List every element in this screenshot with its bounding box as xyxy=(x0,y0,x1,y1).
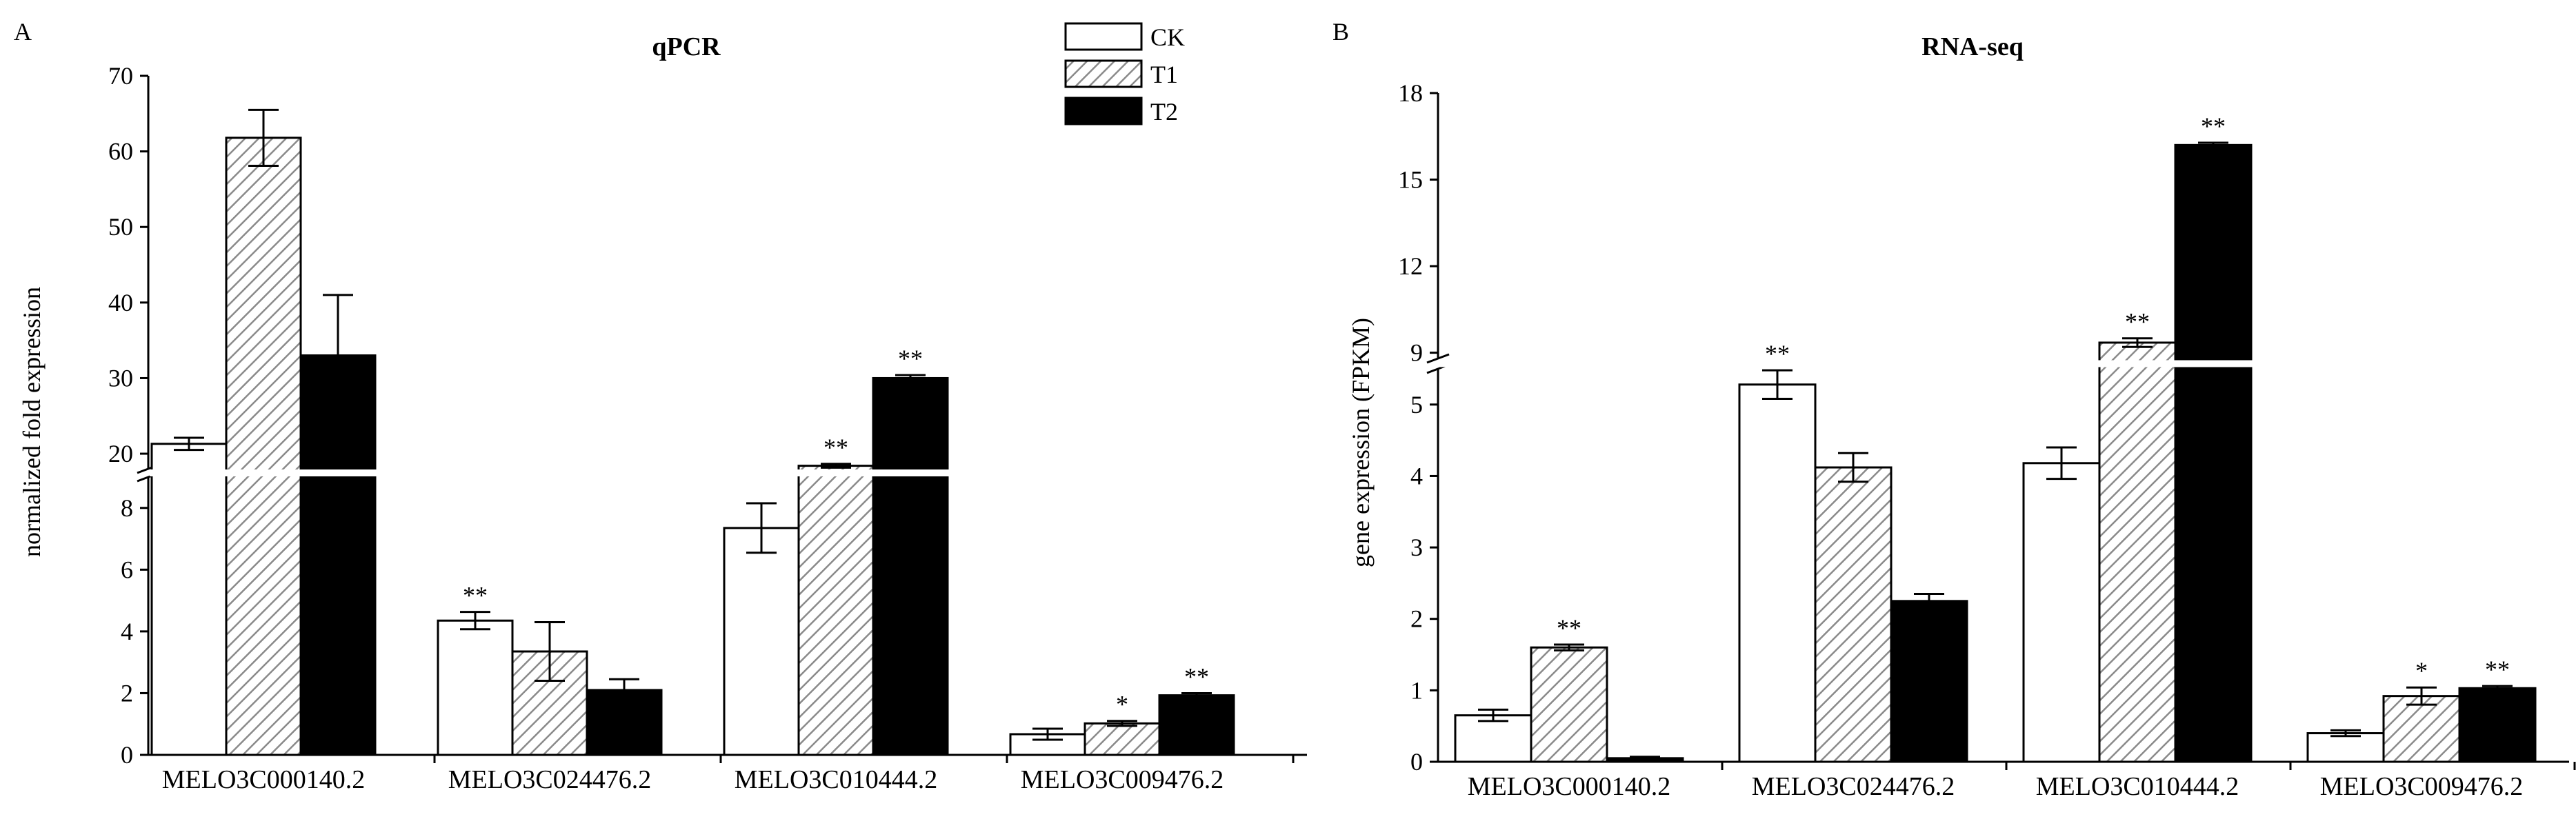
bar-t1 xyxy=(797,465,875,756)
significance-label: ** xyxy=(898,345,923,372)
bar-ck xyxy=(2022,462,2101,763)
bar-ck xyxy=(2306,732,2385,763)
significance-label: ** xyxy=(2201,112,2226,140)
panel-b-label: B xyxy=(1332,18,1349,46)
y-tick-label: 0 xyxy=(121,741,133,769)
panel-b-plot: 0123459121518MELO3C000140.2**MELO3C02447… xyxy=(1398,79,2576,801)
y-tick-label: 50 xyxy=(108,213,133,241)
bar-t1 xyxy=(225,136,302,756)
bar-ck xyxy=(1738,383,1817,763)
y-tick-label: 5 xyxy=(1410,391,1423,418)
y-tick-label: 60 xyxy=(108,138,133,165)
significance-label: ** xyxy=(823,434,848,461)
significance-label: * xyxy=(1116,691,1128,718)
y-tick-label: 3 xyxy=(1410,534,1423,561)
y-tick-label: 9 xyxy=(1410,339,1423,367)
panel-b-title: RNA-seq xyxy=(1921,32,2024,61)
axis-break-band xyxy=(150,469,1307,476)
bar-ck xyxy=(437,619,514,756)
bar-t2 xyxy=(299,354,377,756)
y-tick-label: 4 xyxy=(1410,462,1423,489)
legend: CK T1 T2 xyxy=(1064,22,1185,125)
panel-a-label: A xyxy=(14,18,32,46)
panel-a-title: qPCR xyxy=(652,32,721,61)
bar-t1 xyxy=(1530,646,1608,763)
y-tick-label: 30 xyxy=(108,364,133,392)
y-tick-label: 2 xyxy=(1410,605,1423,633)
bar-ck xyxy=(1454,714,1532,763)
significance-label: ** xyxy=(1557,614,1581,642)
bar-ck xyxy=(150,443,228,756)
category-label: MELO3C010444.2 xyxy=(735,765,938,794)
category-label: MELO3C000140.2 xyxy=(162,765,366,794)
category-label: MELO3C024476.2 xyxy=(1752,772,1955,801)
legend-label-ck: CK xyxy=(1150,23,1185,51)
significance-label: ** xyxy=(463,582,488,609)
panel-b-ylabel: gene expression (FPKM) xyxy=(1347,318,1375,567)
bar-t2 xyxy=(1890,600,1968,763)
significance-label: ** xyxy=(1184,663,1209,690)
y-tick-label: 20 xyxy=(108,440,133,467)
legend-swatch-t2 xyxy=(1064,97,1143,125)
bar-ck xyxy=(723,527,800,756)
significance-label: ** xyxy=(2125,308,2150,336)
bar-t2 xyxy=(872,376,949,756)
y-tick-label: 40 xyxy=(108,289,133,316)
y-tick-label: 18 xyxy=(1398,79,1423,107)
significance-label: * xyxy=(2415,657,2428,685)
y-tick-label: 0 xyxy=(1410,748,1423,776)
bar-t2 xyxy=(1158,694,1235,756)
bar-t1 xyxy=(2382,695,2461,763)
legend-label-t1: T1 xyxy=(1150,61,1178,88)
category-label: MELO3C009476.2 xyxy=(2320,772,2524,801)
legend-swatch-ck xyxy=(1064,22,1143,51)
category-label: MELO3C000140.2 xyxy=(1468,772,1671,801)
y-tick-label: 8 xyxy=(121,494,133,522)
panel-a-plot: 0 2 4 6 8 20 30 40 50 60 70 MELO3C000140.2 MELO3C024… xyxy=(108,62,1307,794)
category-label: MELO3C009476.2 xyxy=(1021,765,1224,794)
y-tick-label: 2 xyxy=(121,679,133,707)
category-label: MELO3C010444.2 xyxy=(2036,772,2239,801)
axis-break-mark xyxy=(1426,353,1450,364)
y-tick-label: 70 xyxy=(108,62,133,90)
bar-t1 xyxy=(2098,341,2177,763)
bar-t2 xyxy=(2458,687,2537,763)
y-tick-label: 4 xyxy=(121,618,133,645)
bar-t1 xyxy=(1084,722,1161,756)
bar-t1 xyxy=(1814,466,1893,763)
panel-a-ylabel: normalized fold expression xyxy=(18,287,46,557)
category-label: MELO3C024476.2 xyxy=(448,765,652,794)
legend-label-t2: T2 xyxy=(1150,98,1178,125)
bar-t2 xyxy=(2174,143,2253,763)
y-tick-label: 1 xyxy=(1410,676,1423,704)
y-tick-label: 12 xyxy=(1398,252,1423,280)
significance-label: ** xyxy=(2485,656,2510,683)
legend-swatch-t1 xyxy=(1064,59,1143,88)
y-tick-label: 6 xyxy=(121,556,133,583)
y-tick-label: 15 xyxy=(1398,166,1423,194)
axis-break-band xyxy=(1439,360,2569,367)
